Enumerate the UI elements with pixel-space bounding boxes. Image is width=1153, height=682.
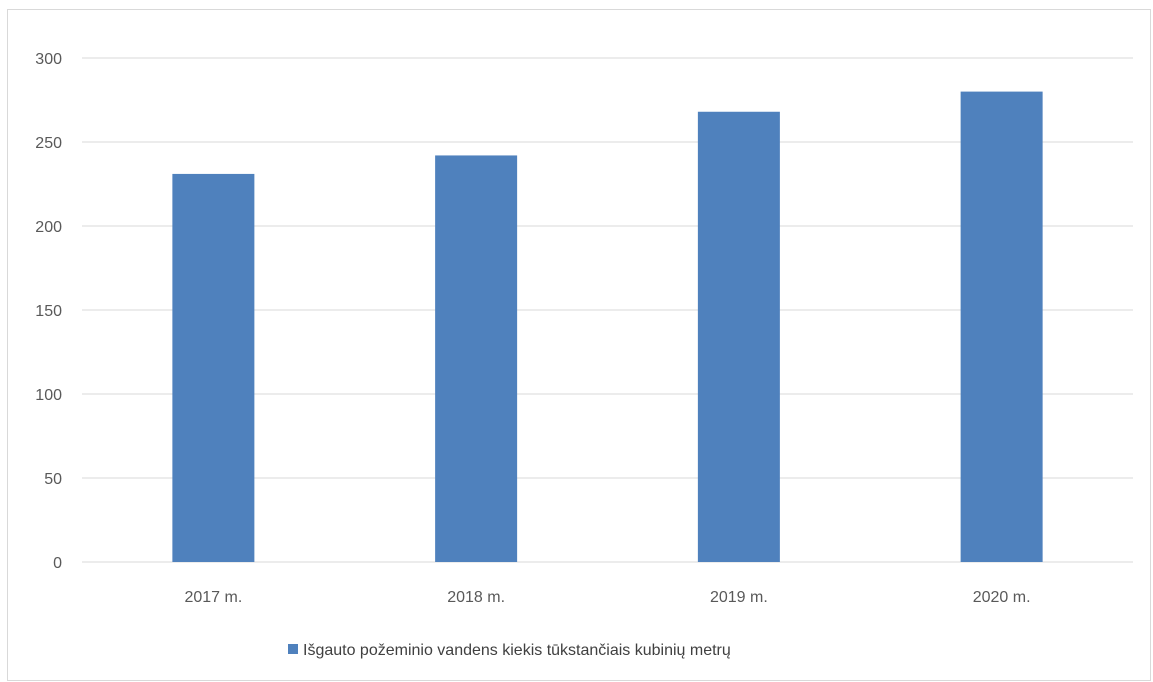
x-axis-tick-labels: 2017 m. 2018 m. 2019 m. 2020 m. <box>184 589 1030 606</box>
bar-2018m <box>435 155 518 562</box>
bar-2017m <box>172 173 255 563</box>
y-tick-label: 0 <box>53 555 62 572</box>
x-tick-label: 2019 m. <box>710 589 768 606</box>
y-tick-label: 150 <box>35 303 62 320</box>
y-axis-tick-labels: 0 50 100 150 200 250 300 <box>35 51 62 572</box>
gridlines <box>82 57 1133 563</box>
y-tick-label: 300 <box>35 51 62 68</box>
bars <box>172 91 1043 563</box>
bar-2019m <box>697 111 780 562</box>
x-tick-label: 2018 m. <box>447 589 505 606</box>
legend: Išgauto požeminio vandens kiekis tūkstan… <box>288 642 731 659</box>
y-tick-label: 250 <box>35 135 62 152</box>
legend-swatch <box>288 644 298 654</box>
bar-2020m <box>960 91 1043 562</box>
legend-label: Išgauto požeminio vandens kiekis tūkstan… <box>303 642 731 659</box>
x-tick-label: 2017 m. <box>184 589 242 606</box>
y-tick-label: 100 <box>35 387 62 404</box>
y-tick-label: 200 <box>35 219 62 236</box>
y-tick-label: 50 <box>44 471 62 488</box>
x-tick-label: 2020 m. <box>973 589 1031 606</box>
